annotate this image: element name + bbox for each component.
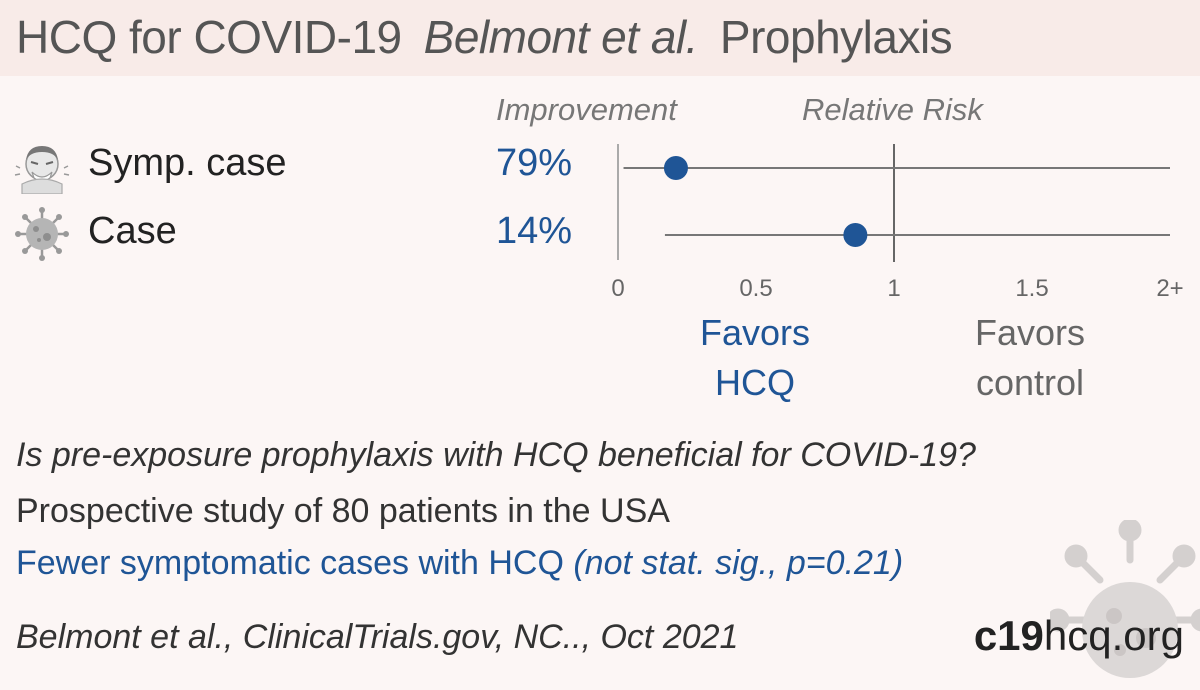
improvement-column-header: Improvement xyxy=(496,92,677,127)
header-band: HCQ for COVID-19 Belmont et al. Prophylaxi… xyxy=(0,0,1200,76)
study-result: Fewer symptomatic cases with HCQ (not st… xyxy=(16,544,903,583)
improvement-value-case: 14% xyxy=(496,210,573,252)
page-title: HCQ for COVID-19 Belmont et al. Prophylaxi… xyxy=(16,10,953,64)
study-design: Prospective study of 80 patients in the … xyxy=(16,492,670,530)
favors-hcq-line1: Favors xyxy=(699,312,811,353)
virus-watermark-icon xyxy=(1050,520,1200,678)
x-tick-label: 0.5 xyxy=(739,275,772,302)
x-tick-label: 2+ xyxy=(1156,275,1183,302)
rr-point-0 xyxy=(663,156,688,180)
brand-rest: hcq.org xyxy=(1043,612,1184,659)
x-tick-label: 0 xyxy=(611,275,624,302)
citation: Belmont et al., ClinicalTrials.gov, NC..… xyxy=(16,618,739,656)
title-category: Prophylaxis xyxy=(719,11,953,63)
rr-point-1 xyxy=(843,223,868,247)
favors-control-line1: Favors xyxy=(974,312,1086,353)
favors-hcq-label: Favors HCQ xyxy=(660,308,850,408)
virus-icon xyxy=(15,207,69,261)
result-main: Fewer symptomatic cases with HCQ xyxy=(16,544,564,582)
title-main: HCQ for COVID-19 xyxy=(16,11,402,63)
brand-bold: c19 xyxy=(973,612,1044,659)
favors-control-label: Favors control xyxy=(930,308,1130,408)
favors-hcq-line2: HCQ xyxy=(715,362,795,403)
relative-risk-column-header: Relative Risk xyxy=(802,92,983,127)
row-label-symp-case: Symp. case xyxy=(88,142,287,184)
x-tick-label: 1.5 xyxy=(1015,275,1048,302)
sick-person-icon xyxy=(14,146,70,194)
result-detail: (not stat. sig., p=0.21) xyxy=(573,544,904,582)
improvement-value-symp-case: 79% xyxy=(496,142,573,184)
study-question: Is pre-exposure prophylaxis with HCQ ben… xyxy=(16,436,976,474)
brand-logo[interactable]: c19hcq.org xyxy=(974,612,1184,660)
row-label-case: Case xyxy=(88,210,177,252)
favors-control-line2: control xyxy=(975,362,1085,403)
x-tick-label: 1 xyxy=(887,275,900,302)
title-author: Belmont et al. xyxy=(423,11,699,63)
